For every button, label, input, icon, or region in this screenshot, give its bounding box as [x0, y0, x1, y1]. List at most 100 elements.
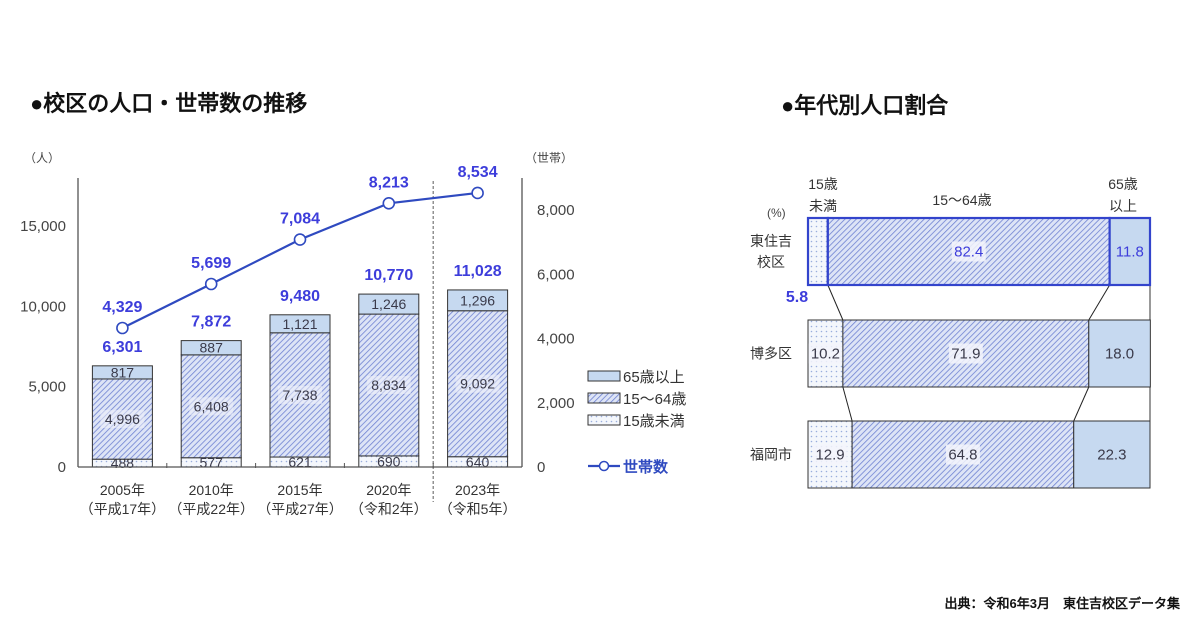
bar-value-label: 621 — [288, 454, 312, 470]
header-under15-line2: 未満 — [809, 198, 837, 214]
ratio-segment-age65-plus — [1073, 420, 1151, 489]
bar-value-label: 4,996 — [105, 411, 140, 427]
header-65plus-line2: 以上 — [1109, 198, 1137, 214]
households-marker — [293, 233, 307, 246]
label-background — [366, 376, 411, 395]
bar-segment-age65-plus — [180, 340, 242, 356]
households-value-label: 8,213 — [369, 174, 409, 191]
percent-unit-label: (%) — [767, 206, 786, 220]
header-65plus-line1: 65歳 — [1108, 176, 1138, 192]
label-background — [189, 397, 234, 416]
ratio-segment-age65-plus — [1088, 319, 1151, 388]
left-plot-area: 4884,9968176,3012005年（平成17年）5776,4088877… — [20, 164, 574, 517]
legend-label: 65歳以上 — [623, 369, 685, 386]
bar-segment-age65-plus — [447, 289, 509, 312]
ratio-value-label: 12.9 — [815, 447, 844, 464]
label-background — [813, 444, 848, 465]
total-population-label: 7,872 — [191, 314, 231, 331]
label-background — [278, 385, 322, 404]
bar-value-label: 640 — [466, 454, 490, 470]
category-era-label: （令和5年） — [439, 501, 517, 517]
ratio-value-label: 71.9 — [951, 346, 980, 363]
row-label: 福岡市 — [750, 447, 792, 463]
category-year-label: 2005年 — [100, 482, 145, 498]
total-population-label: 6,301 — [102, 339, 142, 356]
series-connector-line — [842, 386, 853, 422]
bar-value-label: 7,738 — [282, 387, 317, 403]
stacked-bar: 621 7,738 1,121 — [269, 314, 331, 470]
right-plot-area: 5.8 82.4 11.8 東住吉校区 10.2 71.9 18.0 博多区 12.9 64.8 2… — [750, 216, 1152, 489]
bar-value-label: 887 — [200, 340, 224, 356]
right-y-tick-label: 4,000 — [537, 331, 575, 348]
total-population-label: 11,028 — [454, 263, 502, 280]
bar-value-label: 9,092 — [460, 376, 495, 392]
households-marker — [116, 321, 129, 335]
ratio-value-label: 82.4 — [954, 244, 983, 261]
category-era-label: （平成17年） — [80, 501, 166, 517]
category-era-label: （平成22年） — [168, 501, 254, 517]
bar-segment-age65-plus — [91, 365, 153, 380]
bar-value-label: 8,834 — [371, 377, 406, 393]
legend-label: 15歳未満 — [623, 413, 685, 430]
series-connector-line — [827, 284, 844, 321]
category-era-label: （平成27年） — [257, 501, 343, 517]
bar-value-label: 817 — [111, 364, 135, 380]
bar-segment-age65-plus — [358, 293, 420, 315]
stacked-bar: 690 8,834 1,246 — [358, 293, 420, 469]
ratio-value-label: 5.8 — [786, 289, 808, 306]
category-era-label: （令和2年） — [350, 501, 428, 517]
ratio-value-label: 22.3 — [1097, 447, 1126, 464]
legend-marker-icon — [598, 460, 610, 472]
legend-label: 世帯数 — [623, 458, 669, 476]
category-year-label: 2010年 — [189, 482, 234, 498]
ratio-bar-row: 12.9 64.8 22.3 — [807, 420, 1151, 489]
right-y-tick-label: 6,000 — [537, 266, 575, 283]
households-value-label: 7,084 — [280, 211, 320, 228]
legend-swatch — [587, 392, 621, 404]
right-y-tick-label: 0 — [537, 459, 545, 476]
ratio-bar-row: 5.8 82.4 11.8 — [786, 216, 1152, 306]
legend-item-age65-plus: 65歳以上 — [587, 369, 685, 386]
households-marker — [471, 186, 484, 200]
households-marker — [204, 277, 218, 291]
left-y-tick-label: 10,000 — [20, 298, 66, 315]
total-population-label: 9,480 — [280, 288, 320, 305]
households-value-label: 5,699 — [191, 255, 231, 272]
ratio-value-label: 11.8 — [1116, 244, 1144, 261]
right-y-tick-label: 8,000 — [537, 202, 575, 219]
ratio-bar-row: 10.2 71.9 18.0 — [807, 319, 1151, 388]
total-population-label: 10,770 — [364, 267, 413, 284]
row-label: 校区 — [757, 254, 785, 270]
legend-swatch — [587, 370, 621, 382]
right-y-axis-unit: （世帯） — [525, 151, 573, 165]
left-y-tick-label: 0 — [58, 459, 66, 476]
left-y-tick-label: 15,000 — [20, 218, 66, 235]
legend-item-under15: 15歳未満 — [587, 413, 685, 430]
header-15-64: 15～64歳 — [932, 192, 991, 208]
legend-item-age15-64: 15～64歳 — [587, 391, 686, 408]
left-chart-title: ●校区の人口・世帯数の推移 — [30, 91, 307, 116]
right-y-tick-label: 2,000 — [537, 395, 575, 412]
label-background — [948, 343, 983, 364]
households-value-label: 4,329 — [102, 299, 142, 316]
category-year-label: 2020年 — [366, 482, 411, 498]
ratio-segment-age65-plus — [1108, 216, 1152, 287]
label-background — [808, 343, 843, 364]
age-ratio-chart: ●年代別人口割合 (%) 15歳 未満 15～64歳 65歳 以上 5.8 82.… — [750, 93, 1152, 489]
left-y-tick-label: 5,000 — [28, 379, 66, 396]
population-households-chart: ●校区の人口・世帯数の推移 （人） （世帯） 4884,9968176,3012… — [20, 91, 686, 517]
label-background — [945, 444, 980, 465]
row-label: 博多区 — [750, 346, 792, 362]
ratio-value-label: 18.0 — [1105, 346, 1134, 363]
label-background — [455, 374, 500, 393]
series-connector-line — [1088, 284, 1111, 321]
legend-swatch — [587, 414, 621, 426]
bar-value-label: 1,296 — [460, 292, 495, 308]
bar-value-label: 6,408 — [194, 398, 229, 414]
header-under15-line1: 15歳 — [808, 176, 838, 192]
category-year-label: 2015年 — [277, 482, 322, 498]
